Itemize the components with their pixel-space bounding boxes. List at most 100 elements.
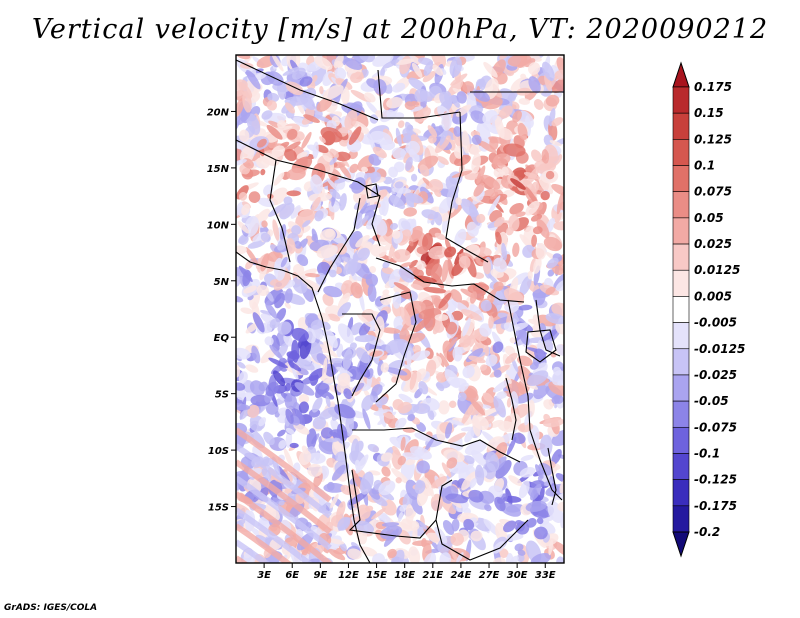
velocity-blob xyxy=(412,128,421,134)
border-algeria-niger xyxy=(236,59,379,121)
velocity-blob xyxy=(444,246,457,258)
velocity-blob xyxy=(482,258,492,275)
velocity-blob xyxy=(405,156,413,172)
colorbar-swatch xyxy=(672,453,690,480)
velocity-blob xyxy=(428,245,448,260)
colorbar-label: -0.075 xyxy=(694,420,737,434)
velocity-blob xyxy=(289,442,299,449)
velocity-blob xyxy=(260,168,266,176)
velocity-blob xyxy=(354,334,376,343)
velocity-blob xyxy=(543,134,554,147)
velocity-blob xyxy=(434,526,448,544)
velocity-blob xyxy=(532,226,543,235)
velocity-blob xyxy=(535,243,547,260)
velocity-blob xyxy=(389,436,411,451)
lat-tick-label: 5N xyxy=(214,277,230,288)
velocity-blob xyxy=(542,417,564,428)
velocity-blob xyxy=(430,55,447,69)
velocity-blob xyxy=(298,450,312,466)
velocity-blob xyxy=(293,423,310,435)
velocity-blob xyxy=(490,191,499,200)
velocity-blob xyxy=(348,126,362,145)
velocity-blob xyxy=(343,388,353,400)
velocity-blob xyxy=(263,431,275,446)
velocity-blob xyxy=(334,67,347,81)
velocity-blob xyxy=(240,307,253,314)
velocity-blob xyxy=(260,309,273,316)
velocity-blob xyxy=(553,221,564,231)
velocity-blob xyxy=(441,462,452,478)
velocity-blob xyxy=(299,76,313,87)
velocity-blob xyxy=(459,334,472,348)
velocity-blob xyxy=(543,339,554,352)
velocity-blob xyxy=(501,242,507,261)
velocity-blob xyxy=(284,302,291,309)
velocity-blob xyxy=(552,540,564,557)
velocity-blob xyxy=(512,110,522,123)
velocity-blob xyxy=(416,421,427,432)
velocity-blob xyxy=(414,275,437,284)
velocity-blob xyxy=(360,204,379,214)
velocity-blob xyxy=(363,92,376,103)
velocity-blob xyxy=(294,382,315,396)
velocity-blob xyxy=(236,55,251,60)
velocity-blob xyxy=(556,57,564,78)
wave-band xyxy=(236,459,332,535)
velocity-blob xyxy=(291,225,302,235)
border-nigeria-cameroon xyxy=(317,197,361,293)
velocity-blob xyxy=(439,126,449,146)
velocity-blob xyxy=(386,97,403,109)
velocity-blob xyxy=(379,139,396,151)
velocity-blob xyxy=(382,289,390,296)
velocity-blob xyxy=(556,191,564,215)
colorbar-swatch xyxy=(672,348,690,376)
velocity-blob xyxy=(523,179,537,197)
velocity-blob xyxy=(261,220,268,228)
velocity-blob xyxy=(488,315,494,329)
velocity-blob xyxy=(385,228,393,237)
velocity-blob xyxy=(380,362,389,373)
velocity-blob xyxy=(416,246,428,255)
velocity-blob xyxy=(492,379,510,393)
velocity-blob xyxy=(414,432,434,442)
velocity-blob xyxy=(518,98,530,105)
velocity-blob xyxy=(528,76,541,94)
velocity-blob xyxy=(461,130,470,154)
velocity-blob xyxy=(344,109,358,130)
velocity-blob xyxy=(314,210,324,222)
velocity-blob xyxy=(527,370,549,387)
velocity-blob xyxy=(301,279,316,288)
velocity-blob xyxy=(541,329,558,342)
velocity-blob xyxy=(505,553,514,563)
velocity-blob xyxy=(481,174,501,190)
velocity-blob xyxy=(504,373,512,384)
velocity-blob xyxy=(315,382,330,394)
velocity-blob xyxy=(464,441,487,456)
velocity-blob xyxy=(395,127,402,147)
colorbar-swatch xyxy=(672,243,690,271)
velocity-blob xyxy=(512,242,520,257)
velocity-blob xyxy=(419,164,430,177)
colorbar-swatch xyxy=(672,191,690,219)
border-chad-east xyxy=(445,111,489,263)
velocity-field xyxy=(236,55,564,563)
velocity-blob xyxy=(412,344,422,354)
velocity-blob xyxy=(462,317,471,337)
velocity-blob xyxy=(319,86,324,95)
velocity-blob xyxy=(456,91,467,104)
colorbar-label: -0.05 xyxy=(694,394,729,408)
velocity-blob xyxy=(501,533,524,541)
velocity-blob xyxy=(451,170,473,178)
velocity-blob xyxy=(284,393,298,411)
velocity-blob xyxy=(421,209,439,220)
velocity-blob xyxy=(355,234,370,248)
velocity-blob xyxy=(302,219,311,228)
velocity-blob xyxy=(414,480,426,494)
velocity-blob xyxy=(249,380,265,396)
velocity-blob xyxy=(398,393,413,404)
velocity-blob xyxy=(427,125,438,138)
velocity-blob xyxy=(493,257,508,273)
velocity-blob xyxy=(365,214,382,230)
velocity-blob xyxy=(417,57,434,66)
velocity-blob xyxy=(256,138,267,148)
